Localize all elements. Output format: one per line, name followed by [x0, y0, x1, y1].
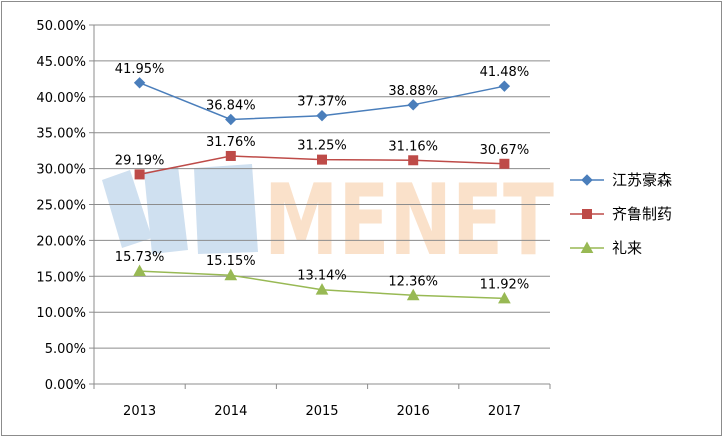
y-tick-label: 5.00% [45, 342, 86, 357]
data-point [225, 113, 237, 126]
legend-label: 江苏豪森 [612, 171, 672, 189]
data-label: 41.48% [480, 65, 530, 80]
data-point [133, 264, 146, 277]
y-tick-label: 50.00% [36, 19, 86, 34]
legend-marker [580, 241, 594, 253]
data-point [407, 99, 419, 111]
watermark: MENET [102, 164, 554, 278]
y-tick-label: 30.00% [36, 163, 86, 178]
x-tick-label: 2017 [488, 404, 521, 419]
y-tick-label: 0.00% [45, 378, 86, 393]
x-tick-label: 2014 [214, 404, 247, 419]
y-tick-label: 20.00% [36, 234, 86, 249]
x-tick-label: 2013 [123, 404, 156, 419]
data-label: 29.19% [115, 153, 165, 168]
y-tick-label: 35.00% [36, 127, 86, 142]
data-point [406, 288, 420, 301]
data-label: 38.88% [388, 84, 438, 99]
data-point [408, 155, 419, 166]
y-tick-label: 45.00% [36, 55, 86, 70]
y-tick-label: 10.00% [36, 306, 86, 321]
data-label: 12.36% [388, 274, 438, 289]
data-point [225, 150, 236, 161]
series-lines [133, 77, 511, 304]
watermark-stroke [144, 166, 188, 254]
legend-label: 齐鲁制药 [612, 205, 672, 223]
data-point [498, 291, 511, 304]
data-label: 11.92% [480, 277, 530, 292]
legend-marker [581, 174, 593, 186]
data-point [315, 283, 329, 295]
data-label: 31.25% [297, 139, 347, 154]
data-label: 13.14% [297, 269, 347, 284]
data-label: 30.67% [480, 143, 530, 158]
x-tick-label: 2016 [397, 404, 430, 419]
data-label: 31.76% [206, 135, 256, 150]
data-point [224, 268, 238, 281]
data-labels: 41.95% 36.84% 37.37% 38.88% 41.48% 29.19% 31.7… [115, 62, 529, 293]
data-label: 15.15% [206, 254, 256, 269]
watermark-logo-icon [102, 164, 258, 254]
data-label: 31.16% [388, 139, 438, 154]
watermark-brand: MENET [264, 164, 554, 278]
data-label: 15.73% [115, 250, 165, 265]
data-label: 36.84% [206, 98, 256, 113]
data-point [499, 158, 510, 169]
data-label: 37.37% [297, 95, 347, 110]
x-tick-label: 2015 [305, 404, 338, 419]
legend-marker [582, 209, 592, 219]
data-point [317, 154, 327, 165]
data-point [316, 109, 328, 122]
data-point [498, 80, 511, 92]
data-point [133, 77, 146, 89]
y-tick-label: 25.00% [36, 199, 86, 214]
data-label: 41.95% [115, 62, 165, 77]
legend-label: 礼来 [612, 239, 642, 257]
data-point [134, 169, 145, 180]
axes: 0.00% 5.00% 10.00% 15.00% 20.00% 25.00% 30.00%… [36, 19, 551, 419]
y-tick-label: 40.00% [36, 91, 86, 106]
gridlines [94, 24, 550, 349]
watermark-stroke [102, 170, 152, 248]
y-tick-label: 15.00% [36, 270, 86, 285]
watermark-stroke [194, 164, 258, 254]
